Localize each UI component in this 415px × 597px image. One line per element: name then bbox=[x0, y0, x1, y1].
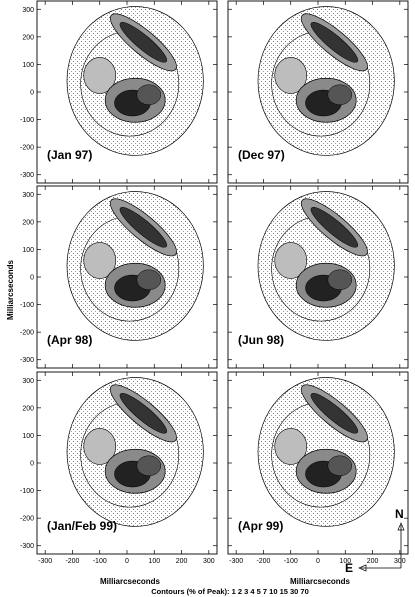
compass: N E bbox=[345, 507, 405, 575]
contour-caption: Contours (% of Peak): 1 2 3 4 5 7 10 15 … bbox=[151, 587, 309, 596]
y-tick-label: 0 bbox=[30, 275, 34, 282]
jet-core bbox=[119, 393, 168, 434]
contour-layer bbox=[66, 6, 204, 156]
panel-label: (Jan/Feb 99) bbox=[47, 519, 117, 533]
panel: -300 -200 -100 0 100 200 300 (Apr 99) bbox=[227, 371, 409, 565]
y-tick-label: -300 bbox=[20, 357, 34, 364]
y-tick-label: 200 bbox=[22, 219, 34, 226]
east-arrowhead bbox=[358, 564, 367, 572]
y-tick-label: 300 bbox=[22, 192, 34, 199]
panel-label: (Dec 97) bbox=[238, 148, 285, 162]
y-tick-label: 200 bbox=[22, 405, 34, 412]
jet-core bbox=[310, 22, 359, 63]
y-tick-label: -300 bbox=[20, 543, 34, 550]
x-tick-label: -200 bbox=[256, 558, 270, 565]
panel: (Jun 98) bbox=[227, 185, 409, 369]
y-tick-label: -100 bbox=[20, 117, 34, 124]
west-knot bbox=[274, 242, 308, 279]
panel-label: (Jan 97) bbox=[47, 148, 92, 162]
panel: (Dec 97) bbox=[227, 0, 409, 184]
west-knot bbox=[83, 57, 117, 94]
y-tick-label: -300 bbox=[20, 172, 34, 179]
panel: -300 -200 -100 0 100 200 300 (Apr 98) bbox=[20, 185, 218, 369]
y-tick-label: 300 bbox=[22, 7, 34, 14]
panel-grid: -300 -200 -100 0 100 200 300 (Jan 97) (Dec 97) -3… bbox=[20, 0, 409, 565]
jet-core bbox=[310, 393, 359, 434]
y-tick-label: 200 bbox=[22, 34, 34, 41]
jet-core bbox=[310, 207, 359, 248]
x-tick-label: 100 bbox=[148, 558, 160, 565]
north-arrowhead bbox=[397, 522, 405, 531]
x-tick-label: 0 bbox=[316, 558, 320, 565]
panel-label: (Apr 98) bbox=[47, 333, 92, 347]
y-axis-label: Milliarcseconds bbox=[6, 259, 15, 320]
core-east bbox=[136, 455, 162, 477]
x-tick-label: -100 bbox=[93, 558, 107, 565]
y-tick-label: -100 bbox=[20, 488, 34, 495]
contour-layer bbox=[66, 377, 204, 527]
x-tick-label: 200 bbox=[367, 558, 379, 565]
jet-core bbox=[119, 207, 168, 248]
west-knot bbox=[274, 57, 308, 94]
east-label: E bbox=[345, 561, 353, 575]
x-tick-label: 300 bbox=[394, 558, 406, 565]
jet-core bbox=[119, 22, 168, 63]
contour-layer bbox=[257, 191, 395, 341]
panel-label: (Jun 98) bbox=[238, 333, 284, 347]
y-tick-label: 300 bbox=[22, 378, 34, 385]
core-east bbox=[136, 269, 162, 291]
x-axis-label-right: Milliarcseconds bbox=[290, 577, 351, 586]
y-tick-label: 0 bbox=[30, 90, 34, 97]
y-tick-label: -200 bbox=[20, 330, 34, 337]
x-tick-label: 200 bbox=[176, 558, 188, 565]
x-axis-label: Milliarcseconds bbox=[100, 577, 161, 586]
y-tick-label: 0 bbox=[30, 461, 34, 468]
y-tick-label: 100 bbox=[22, 433, 34, 440]
panel: -300 -200 -100 0 100 200 300 -300 -200 -100 0 100 20… bbox=[20, 371, 218, 565]
west-knot bbox=[83, 242, 117, 279]
contour-layer bbox=[257, 377, 395, 527]
x-tick-label: 100 bbox=[339, 558, 351, 565]
contour-layer bbox=[66, 191, 204, 341]
y-tick-label: -200 bbox=[20, 145, 34, 152]
west-knot bbox=[83, 428, 117, 465]
y-tick-label: 100 bbox=[22, 62, 34, 69]
core-east bbox=[327, 269, 353, 291]
y-tick-label: -200 bbox=[20, 516, 34, 523]
y-tick-label: 100 bbox=[22, 247, 34, 254]
x-tick-label: -200 bbox=[65, 558, 79, 565]
core-east bbox=[136, 84, 162, 106]
x-tick-label: -300 bbox=[229, 558, 243, 565]
y-tick-label: -100 bbox=[20, 302, 34, 309]
core-east bbox=[327, 84, 353, 106]
panel: -300 -200 -100 0 100 200 300 (Jan 97) bbox=[20, 0, 218, 184]
panel-label: (Apr 99) bbox=[238, 519, 283, 533]
x-tick-label: -100 bbox=[284, 558, 298, 565]
x-tick-label: -300 bbox=[38, 558, 52, 565]
core-east bbox=[327, 455, 353, 477]
north-label: N bbox=[395, 507, 404, 521]
west-knot bbox=[274, 428, 308, 465]
x-tick-label: 300 bbox=[203, 558, 215, 565]
contour-layer bbox=[257, 6, 395, 156]
x-tick-label: 0 bbox=[125, 558, 129, 565]
